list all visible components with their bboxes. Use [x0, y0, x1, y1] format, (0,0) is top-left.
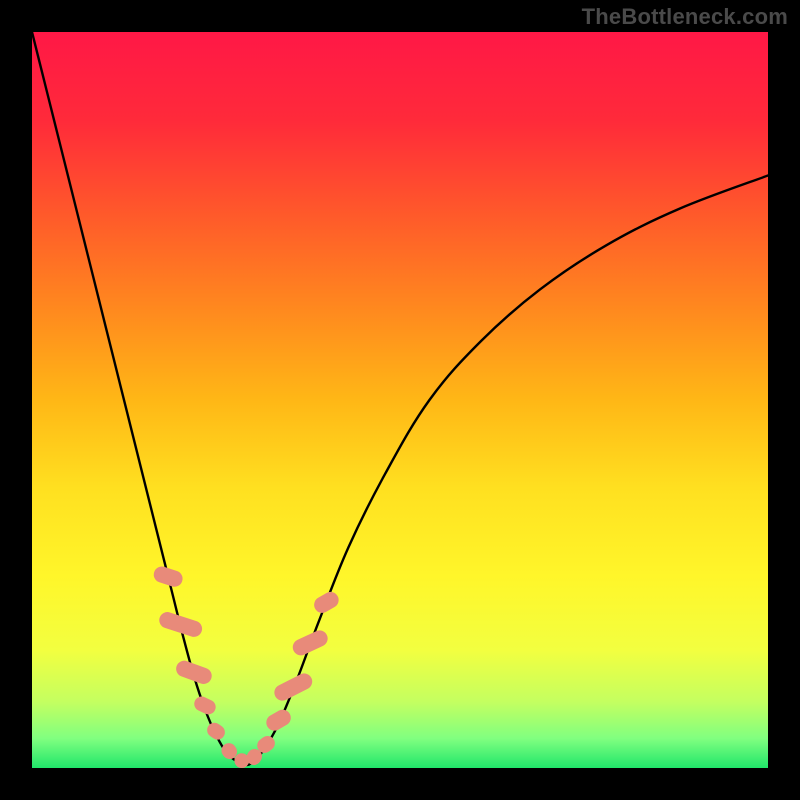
plot-area — [32, 32, 768, 768]
gradient-background — [32, 32, 768, 768]
watermark-label: TheBottleneck.com — [582, 4, 788, 30]
chart-svg — [32, 32, 768, 768]
chart-frame: TheBottleneck.com — [0, 0, 800, 800]
